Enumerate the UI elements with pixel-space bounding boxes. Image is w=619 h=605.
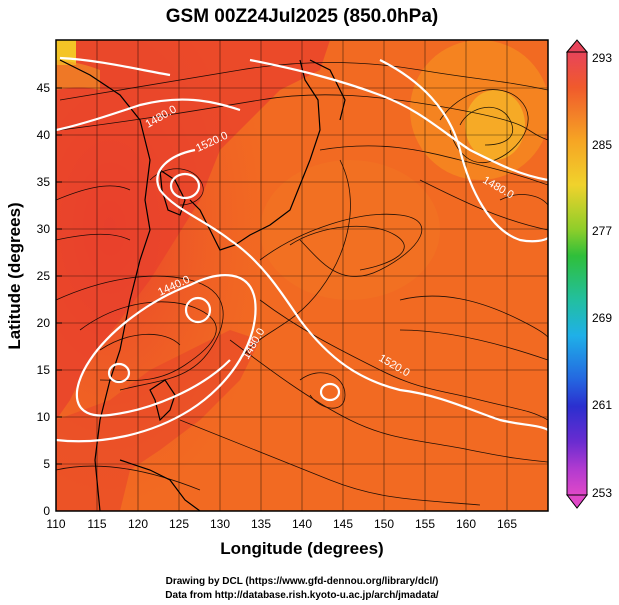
y-tick-label: 5	[43, 457, 50, 471]
y-tick-label: 25	[37, 269, 51, 283]
y-tick-label: 35	[37, 175, 51, 189]
x-tick-label: 120	[128, 517, 148, 531]
y-tick-label: 30	[37, 222, 51, 236]
y-tick-label: 20	[37, 316, 51, 330]
x-tick-label: 160	[456, 517, 476, 531]
x-tick-label: 165	[497, 517, 517, 531]
x-tick-label: 150	[374, 517, 394, 531]
x-tick-label: 145	[333, 517, 353, 531]
credit-line-2: Data from http://database.rish.kyoto-u.a…	[165, 590, 439, 601]
temperature-field	[56, 40, 548, 511]
y-tick-label: 15	[37, 363, 51, 377]
colorbar-body	[566, 51, 588, 496]
colorbar-top-arrow	[565, 39, 589, 53]
x-tick-label: 125	[169, 517, 189, 531]
colorbar-bottom-arrow	[565, 494, 589, 509]
y-tick-labels: 0 5 10 15 20 25 30 35 40 45	[37, 81, 51, 518]
x-tick-label: 135	[251, 517, 271, 531]
colorbar-label: 253	[592, 486, 612, 500]
credit-line-1: Drawing by DCL (https://www.gfd-dennou.o…	[166, 576, 439, 587]
y-tick-marks	[56, 87, 62, 512]
colorbar-label: 261	[592, 398, 612, 412]
colorbar-label: 269	[592, 311, 612, 325]
y-axis-label: Latitude (degrees)	[5, 202, 24, 349]
y-tick-label: 45	[37, 81, 51, 95]
colorbar-label: 277	[592, 224, 612, 238]
wind-streamlines	[56, 62, 548, 506]
x-tick-label: 110	[46, 517, 65, 531]
x-tick-label: 155	[415, 517, 435, 531]
colorbar-label: 285	[592, 138, 612, 152]
colorbar-label: 293	[592, 51, 612, 65]
y-tick-label: 0	[43, 504, 50, 518]
x-axis-label: Longitude (degrees)	[220, 539, 383, 558]
x-tick-labels: 110 115 120 125 130 135 140 145 150 155 …	[46, 517, 517, 531]
geopotential-contours	[56, 56, 548, 443]
y-tick-label: 40	[37, 128, 51, 142]
x-tick-label: 140	[292, 517, 312, 531]
plot-title: GSM 00Z24Jul2025 (850.0hPa)	[166, 6, 438, 27]
x-tick-label: 130	[210, 517, 230, 531]
y-tick-label: 10	[37, 410, 51, 424]
x-tick-label: 115	[87, 517, 106, 531]
colorbar: 293 285 277 269 261 253	[565, 39, 612, 509]
